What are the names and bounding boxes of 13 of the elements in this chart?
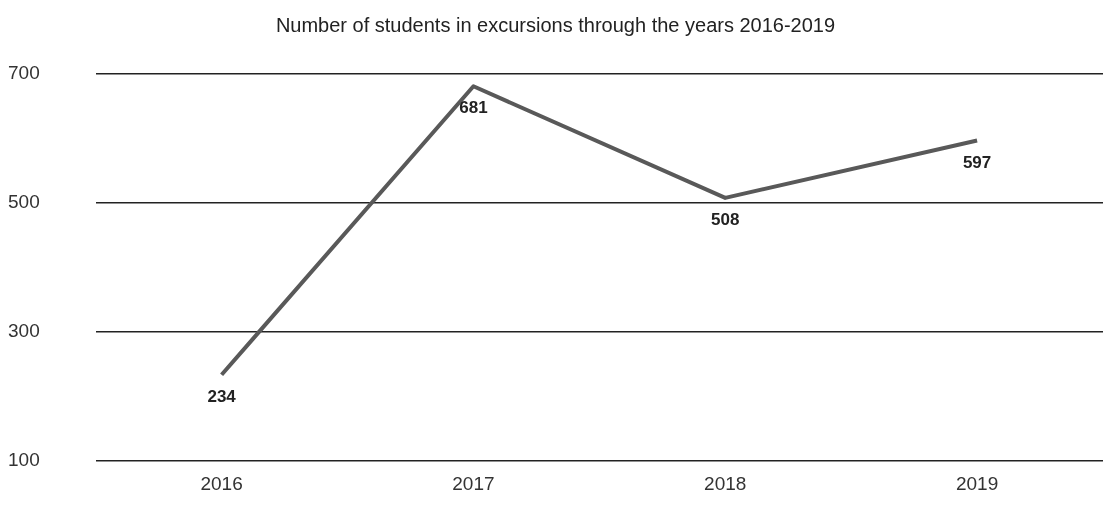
y-tick-label: 300 [8, 320, 40, 342]
data-label: 234 [207, 386, 237, 406]
x-tick-label: 2017 [452, 472, 495, 494]
x-tick-label: 2016 [200, 472, 243, 494]
y-tick-label: 700 [8, 62, 40, 84]
chart-title: Number of students in excursions through the years 2016-2019 [275, 13, 836, 36]
y-tick-label: 500 [8, 191, 40, 213]
data-label: 681 [459, 98, 488, 118]
y-tick-label: 100 [8, 449, 40, 471]
x-tick-label: 2019 [955, 472, 999, 494]
data-label: 597 [962, 152, 992, 172]
x-tick-label: 2018 [704, 472, 747, 494]
data-label: 508 [711, 210, 740, 230]
